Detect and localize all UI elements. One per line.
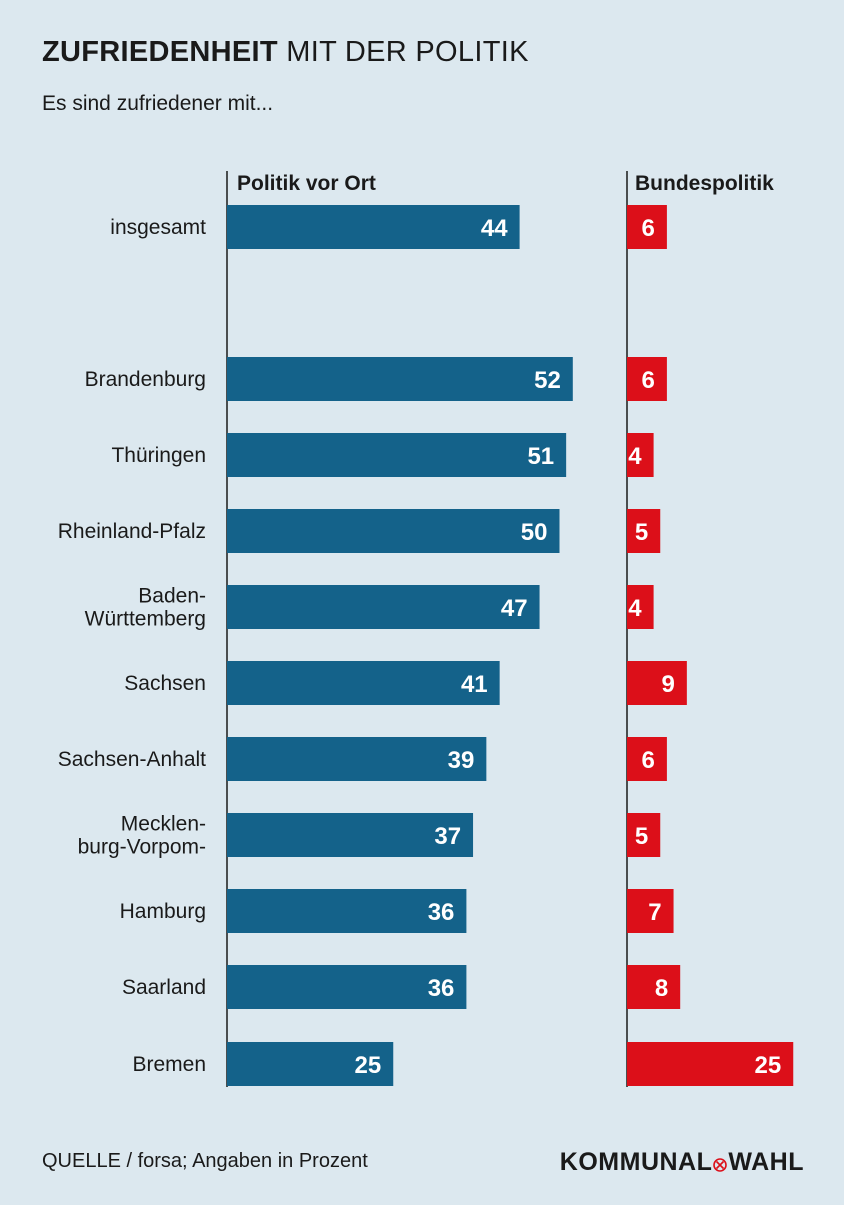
ballot-cross-icon (713, 1150, 728, 1172)
category-label: Thüringen (111, 444, 206, 467)
bar-local (227, 661, 500, 705)
series-header-local: Politik vor Ort (237, 172, 376, 195)
bar-local (227, 889, 467, 933)
title-rest: MIT DER POLITIK (277, 36, 529, 68)
category-label: Brandenburg (85, 368, 206, 391)
data-label-federal: 25 (755, 1052, 782, 1079)
data-label-local: 47 (501, 595, 528, 622)
data-label-local: 36 (428, 975, 455, 1002)
bar-federal (627, 889, 674, 933)
data-label-local: 44 (481, 215, 508, 242)
bar-federal (627, 965, 681, 1009)
data-label-federal: 9 (661, 671, 674, 698)
data-label-local: 52 (534, 367, 561, 394)
chart-title: ZUFRIEDENHEIT MIT DER POLITIK (42, 36, 529, 69)
bar-federal (627, 813, 661, 857)
data-label-federal: 4 (628, 595, 642, 622)
data-label-federal: 4 (628, 443, 642, 470)
data-label-federal: 6 (642, 367, 655, 394)
data-label-federal: 5 (635, 519, 648, 546)
category-label: Saarland (122, 976, 206, 999)
series-header-federal: Bundespolitik (635, 172, 774, 195)
source-note: QUELLE / forsa; Angaben in Prozent (42, 1150, 368, 1172)
category-label: Mecklen-burg-Vorpom- (78, 813, 206, 859)
chart-subtitle: Es sind zufriedener mit... (42, 92, 274, 115)
bar-local (227, 1042, 394, 1086)
data-label-local: 25 (355, 1052, 382, 1079)
data-label-federal: 6 (642, 215, 655, 242)
data-label-local: 51 (527, 443, 554, 470)
bar-local (227, 965, 467, 1009)
data-label-federal: 5 (635, 823, 648, 850)
bar-local (227, 205, 520, 249)
bar-local (227, 357, 573, 401)
kommunalwahl-logo: KOMMUNAL WAHL (559, 1148, 804, 1176)
bar-federal (627, 1042, 794, 1086)
bar-local (227, 737, 487, 781)
category-label: Hamburg (120, 900, 206, 923)
category-label: insgesamt (110, 216, 206, 239)
bar-federal (627, 357, 667, 401)
bar-federal (627, 205, 667, 249)
data-label-local: 37 (434, 823, 461, 850)
bar-federal (627, 737, 667, 781)
category-label: Rheinland-Pfalz (58, 520, 206, 543)
data-label-federal: 8 (655, 975, 668, 1002)
bar-local (227, 813, 474, 857)
bar-local (227, 509, 560, 553)
data-label-local: 50 (521, 519, 548, 546)
category-label: Baden-Württemberg (85, 585, 206, 631)
bar-federal (627, 585, 654, 629)
data-label-local: 36 (428, 899, 455, 926)
category-label: Bremen (132, 1053, 206, 1076)
bar-local (227, 585, 540, 629)
title-bold: ZUFRIEDENHEIT (42, 36, 278, 68)
data-label-federal: 6 (642, 747, 655, 774)
category-label: Sachsen (124, 672, 206, 695)
bar-local (227, 433, 567, 477)
data-label-local: 41 (461, 671, 488, 698)
bar-federal (627, 661, 687, 705)
bar-federal (627, 433, 654, 477)
bar-federal (627, 509, 661, 553)
category-label: Sachsen-Anhalt (58, 748, 206, 771)
data-label-federal: 7 (648, 899, 661, 926)
data-label-local: 39 (448, 747, 475, 774)
